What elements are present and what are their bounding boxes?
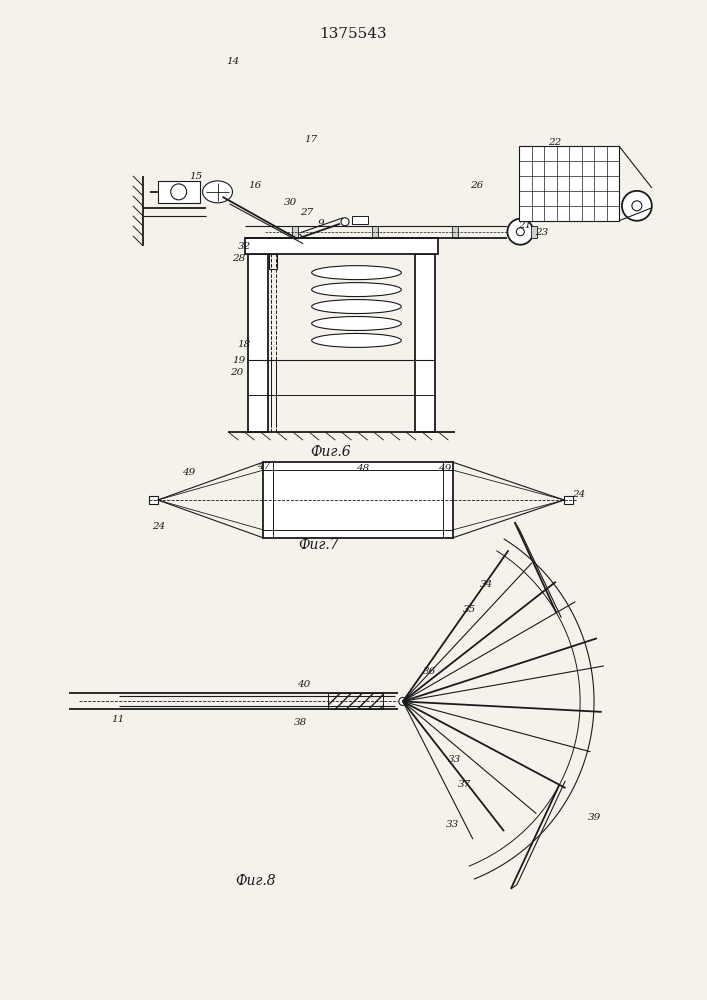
Text: 27: 27: [300, 208, 312, 217]
Bar: [292, 226, 298, 238]
Text: 11: 11: [111, 715, 124, 724]
Text: Фиг.7: Фиг.7: [298, 538, 339, 552]
Text: 40: 40: [296, 680, 310, 689]
Circle shape: [170, 184, 187, 200]
Ellipse shape: [203, 181, 233, 203]
Bar: [415, 254, 435, 432]
Text: 30: 30: [284, 198, 297, 207]
Ellipse shape: [312, 283, 402, 297]
Text: 14: 14: [226, 57, 239, 66]
Text: 23: 23: [534, 228, 548, 237]
Bar: [158, 181, 199, 203]
Bar: [352, 216, 368, 224]
Bar: [248, 254, 269, 432]
Bar: [452, 226, 457, 238]
Text: 49: 49: [438, 464, 451, 473]
Bar: [269, 254, 277, 269]
Text: 20: 20: [230, 368, 243, 377]
Text: 9: 9: [318, 219, 325, 228]
Text: 26: 26: [470, 181, 483, 190]
Bar: [245, 238, 438, 254]
Circle shape: [399, 697, 407, 705]
Text: 39: 39: [588, 813, 601, 822]
Text: 33: 33: [446, 820, 460, 829]
Ellipse shape: [312, 300, 402, 314]
Circle shape: [516, 228, 525, 236]
Bar: [328, 693, 383, 709]
Bar: [564, 496, 573, 504]
Text: 36: 36: [423, 667, 436, 676]
Text: 15: 15: [189, 172, 202, 181]
Ellipse shape: [312, 317, 402, 330]
Text: 21: 21: [518, 221, 531, 230]
Bar: [148, 496, 158, 504]
Text: 22: 22: [548, 138, 561, 147]
Text: 35: 35: [463, 605, 477, 614]
Circle shape: [341, 218, 349, 226]
Circle shape: [622, 191, 652, 221]
Text: 24: 24: [573, 490, 585, 499]
Bar: [263, 462, 452, 538]
Text: Фиг.6: Фиг.6: [310, 445, 351, 459]
Text: 49: 49: [182, 468, 195, 477]
Text: 1375543: 1375543: [319, 27, 387, 41]
Circle shape: [508, 219, 533, 245]
Text: 37: 37: [458, 780, 471, 789]
Text: 16: 16: [249, 181, 262, 190]
Text: 34: 34: [480, 580, 493, 589]
Text: Фиг.8: Фиг.8: [235, 874, 276, 888]
Ellipse shape: [312, 266, 402, 280]
Text: 19: 19: [232, 356, 245, 365]
Text: 17: 17: [305, 135, 317, 144]
Bar: [531, 226, 537, 238]
Circle shape: [632, 201, 642, 211]
Text: 33: 33: [448, 755, 461, 764]
Text: 47: 47: [257, 462, 270, 471]
Text: 18: 18: [237, 340, 250, 349]
Ellipse shape: [312, 333, 402, 347]
Text: 48: 48: [356, 464, 370, 473]
Text: 24: 24: [152, 522, 165, 531]
Text: 32: 32: [238, 242, 251, 251]
Bar: [372, 226, 378, 238]
Text: 28: 28: [232, 254, 245, 263]
Circle shape: [292, 234, 302, 244]
Text: 38: 38: [293, 718, 307, 727]
Bar: [520, 146, 619, 221]
